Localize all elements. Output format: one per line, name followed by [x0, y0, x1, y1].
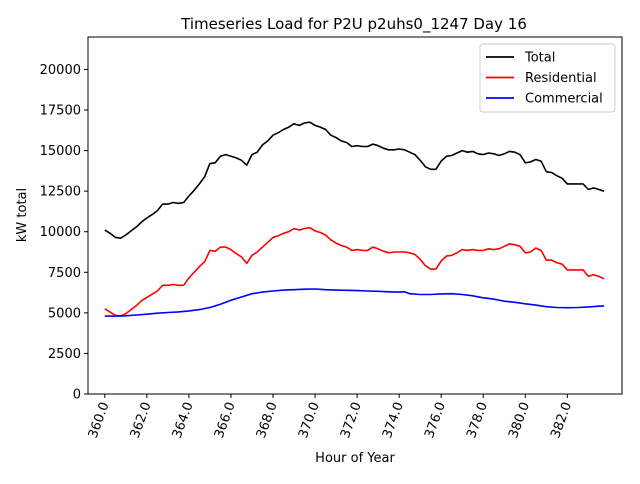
y-tick-label: 15000	[40, 144, 81, 159]
x-tick-label: 376.0	[422, 400, 449, 440]
legend-label-residential: Residential	[525, 71, 597, 86]
legend-label-total: Total	[524, 51, 555, 66]
y-axis: 0 2500 5000 7500 10000 12500 15000 17500 20000	[40, 63, 88, 403]
x-tick-label: 382.0	[548, 400, 575, 440]
y-tick-label: 20000	[40, 63, 81, 78]
y-tick-label: 2500	[48, 347, 81, 362]
series-lines	[104, 121, 605, 317]
y-tick-label: 0	[73, 388, 81, 403]
x-tick-label: 362.0	[128, 400, 155, 440]
x-tick-label: 368.0	[254, 400, 281, 440]
x-tick-label: 380.0	[506, 400, 533, 440]
y-tick-label: 5000	[48, 306, 81, 321]
series-line-residential	[104, 226, 605, 317]
x-tick-label: 364.0	[170, 400, 197, 440]
x-axis-label: Hour of Year	[315, 451, 395, 466]
x-tick-label: 366.0	[212, 400, 239, 440]
series-line-commercial	[104, 288, 605, 317]
chart-title: Timeseries Load for P2U p2uhs0_1247 Day …	[180, 15, 527, 34]
x-tick-label: 370.0	[296, 400, 323, 440]
x-axis: 360.0 362.0 364.0 366.0 368.0 370.0 372.0 374.0…	[86, 394, 575, 440]
x-tick-label: 360.0	[86, 400, 113, 440]
legend-box	[479, 43, 616, 113]
plot-frame	[87, 36, 623, 395]
x-tick-label: 374.0	[380, 400, 407, 440]
series-line-total	[104, 121, 605, 239]
y-axis-label: kW total	[15, 188, 30, 242]
x-tick-label: 372.0	[338, 400, 365, 440]
y-tick-label: 17500	[40, 104, 81, 119]
legend: Total Residential Commercial	[479, 43, 616, 113]
x-tick-label: 378.0	[464, 400, 491, 440]
y-tick-label: 12500	[40, 185, 81, 200]
legend-label-commercial: Commercial	[525, 92, 603, 107]
y-tick-label: 7500	[48, 266, 81, 281]
y-tick-label: 10000	[40, 225, 81, 240]
